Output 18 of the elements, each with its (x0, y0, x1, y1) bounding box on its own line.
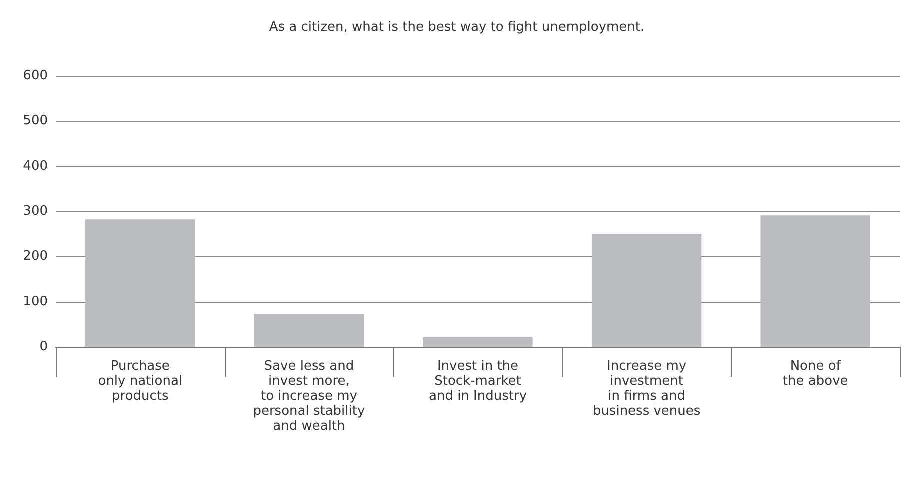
x-tick-label: Purchase only national products (98, 359, 183, 404)
y-tick-label: 600 (23, 68, 48, 84)
bar (423, 338, 533, 347)
bar (86, 220, 196, 347)
x-tick-label: Increase my investment in firms and business venues (592, 359, 701, 419)
chart-title: As a citizen, what is the best way to fight unemployment. (269, 20, 645, 35)
bar (254, 314, 364, 347)
y-tick-label: 200 (23, 249, 48, 264)
x-tick-label: None of the above (782, 359, 848, 389)
y-tick-label: 400 (23, 158, 48, 174)
bar (760, 216, 870, 347)
x-tick-label: Invest in the Stock-market and in Industry (428, 359, 528, 404)
bar (592, 234, 702, 347)
x-tick-label: Save less and invest more, to increase my personal stability and wealth (253, 359, 366, 434)
y-tick-label: 500 (23, 114, 48, 129)
y-tick-label: 0 (40, 340, 48, 354)
y-tick-label: 300 (23, 204, 48, 219)
y-tick-label: 100 (23, 294, 48, 310)
